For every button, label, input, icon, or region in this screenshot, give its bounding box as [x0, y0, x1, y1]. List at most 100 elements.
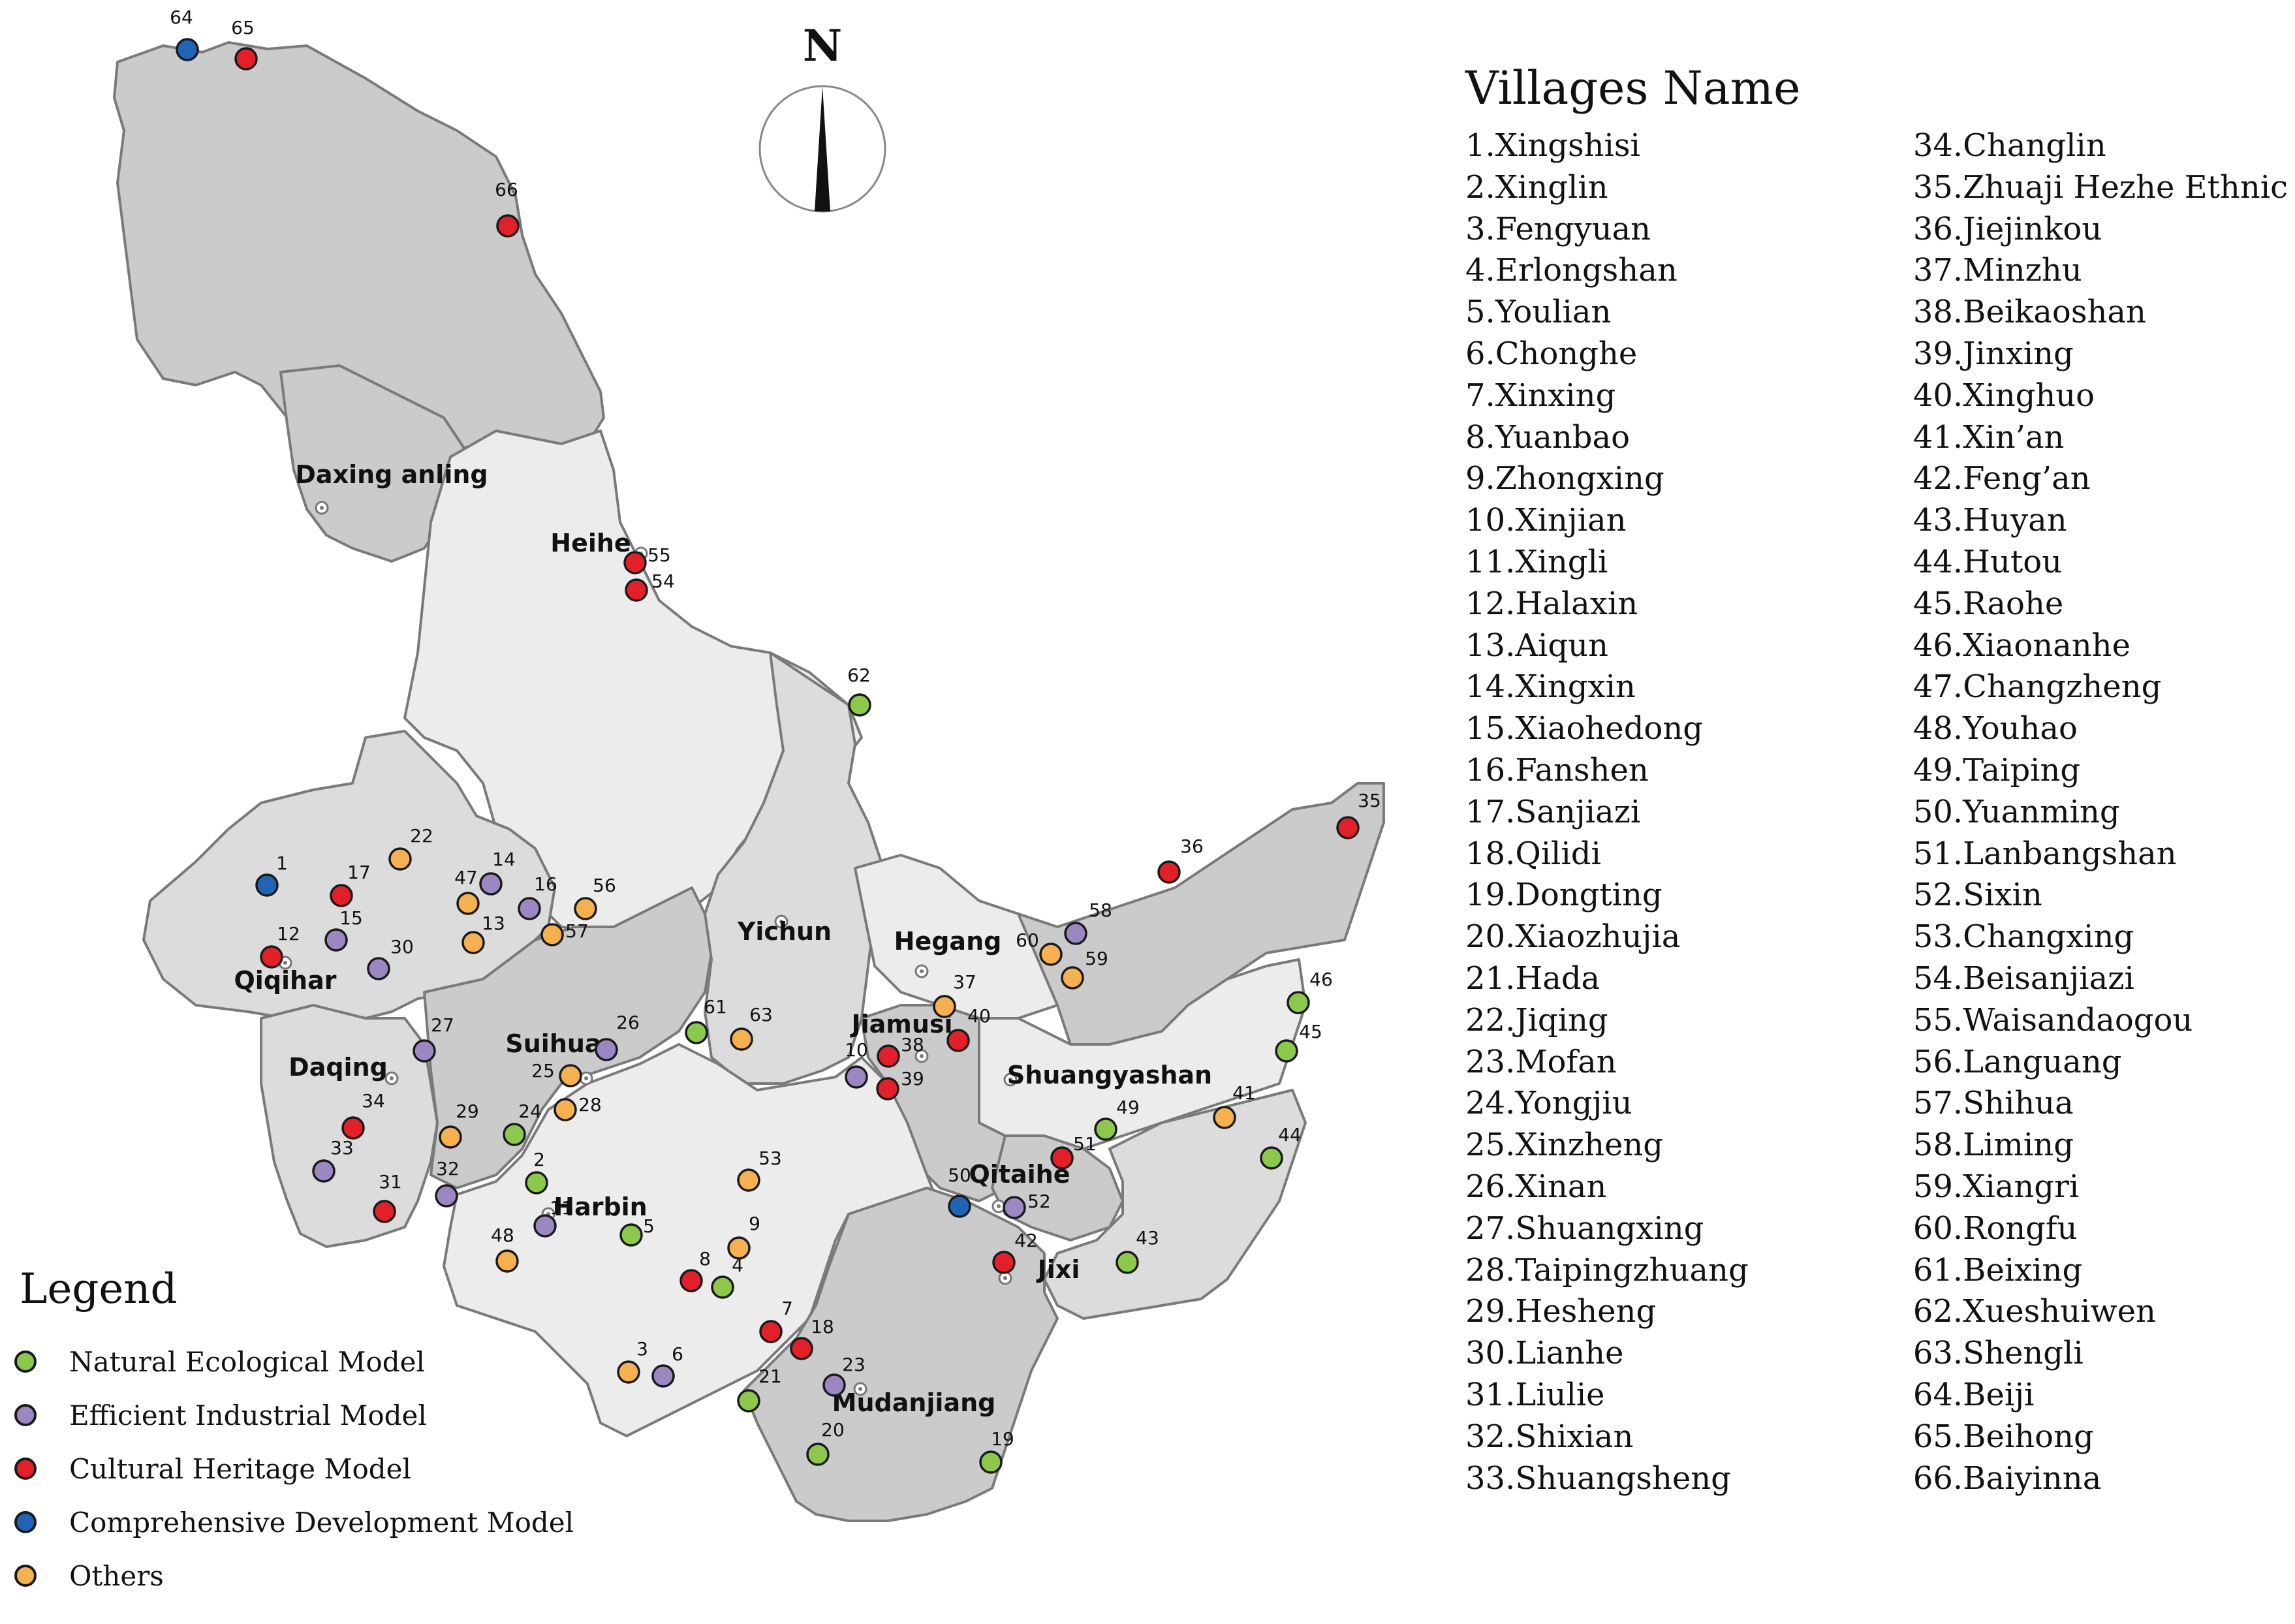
- village-marker-label: 28: [578, 1094, 602, 1116]
- village-marker: [992, 1251, 1016, 1274]
- village-list-item: 46.Xiaonanhe: [1912, 627, 2131, 664]
- village-marker-label: 23: [842, 1354, 866, 1375]
- village-list-item: 23.Mofan: [1465, 1043, 1617, 1080]
- village-list-item: 38.Beikaoshan: [1912, 294, 2146, 331]
- legend-swatch: [14, 1511, 37, 1533]
- village-marker: [1287, 991, 1310, 1014]
- village-list-item: 51.Lanbangshan: [1912, 835, 2177, 872]
- village-marker: [1116, 1251, 1139, 1274]
- north-arrow: N: [758, 20, 886, 213]
- village-marker: [877, 1044, 900, 1068]
- village-marker-label: 53: [758, 1148, 782, 1169]
- village-marker-label: 44: [1278, 1124, 1302, 1146]
- village-marker: [685, 1021, 708, 1044]
- village-marker: [790, 1337, 813, 1360]
- village-marker-label: 2: [533, 1149, 545, 1170]
- village-list-item: 32.Shixian: [1465, 1418, 1634, 1455]
- village-marker-label: 48: [491, 1225, 514, 1246]
- village-marker-label: 41: [1232, 1082, 1256, 1104]
- village-list-title: Villages Name: [1465, 61, 1801, 115]
- village-marker: [1061, 966, 1084, 990]
- village-list-item: 55.Waisandaogou: [1912, 1001, 2193, 1038]
- village-marker: [1094, 1117, 1117, 1141]
- village-marker: [822, 1373, 846, 1397]
- village-list-item: 20.Xiaozhujia: [1465, 918, 1681, 956]
- village-list-item: 37.Minzhu: [1912, 252, 2082, 289]
- village-marker-label: 42: [1014, 1230, 1038, 1251]
- village-marker: [439, 1125, 462, 1149]
- village-marker: [533, 1214, 557, 1238]
- village-list-item: 25.Xinzheng: [1465, 1127, 1664, 1164]
- village-marker-label: 25: [531, 1060, 555, 1082]
- village-marker: [979, 1450, 1003, 1474]
- village-marker: [730, 1027, 753, 1051]
- village-marker: [330, 884, 353, 907]
- village-marker-label: 30: [390, 936, 414, 958]
- village-marker-label: 46: [1309, 969, 1333, 990]
- village-marker-label: 62: [847, 664, 871, 686]
- village-list-item: 18.Qilidi: [1465, 835, 1601, 872]
- village-marker: [234, 47, 258, 70]
- village-list-item: 24.Yongjiu: [1465, 1085, 1632, 1122]
- village-list-item: 54.Beisanjiazi: [1912, 960, 2134, 997]
- city-marker-dot: [390, 1076, 394, 1080]
- village-marker: [933, 995, 956, 1018]
- village-marker-label: 65: [231, 17, 255, 39]
- village-list-item: 6.Chonghe: [1465, 335, 1638, 372]
- village-marker: [625, 578, 648, 602]
- village-list-item: 47.Changzheng: [1912, 668, 2162, 706]
- village-marker-label: 40: [967, 1005, 991, 1027]
- city-marker-dot: [584, 1076, 588, 1080]
- village-list-item: 12.Halaxin: [1465, 585, 1638, 622]
- village-marker: [619, 1223, 643, 1247]
- city-label: Harbin: [554, 1193, 647, 1221]
- village-marker-label: 8: [699, 1248, 711, 1270]
- village-marker: [1039, 943, 1063, 966]
- village-marker: [367, 957, 390, 980]
- region-daxinganling-south: [279, 364, 471, 563]
- village-marker-label: 12: [277, 923, 300, 945]
- city-marker-dot: [920, 1054, 924, 1058]
- village-column-1: 1.Xingshisi 2.Xinglin 3.Fengyuan 4.Erlongsh…: [1465, 125, 1913, 1499]
- village-marker-label: 64: [170, 7, 193, 28]
- village-list-item: 33.Shuangsheng: [1465, 1460, 1731, 1497]
- village-list-item: 8.Yuanbao: [1465, 418, 1630, 456]
- city-label: Yichun: [737, 917, 832, 946]
- village-marker: [845, 1065, 868, 1089]
- village-list-item: 13.Aiqun: [1465, 627, 1608, 664]
- village-marker-label: 3: [636, 1338, 648, 1360]
- village-marker-label: 7: [781, 1298, 793, 1319]
- legend-item: Natural Ecological Model: [13, 1335, 574, 1388]
- village-list-item: 66.Baiyinna: [1912, 1460, 2102, 1497]
- village-list-item: 39.Jinxing: [1912, 335, 2074, 372]
- village-list-item: 59.Xiangri: [1912, 1168, 2080, 1205]
- village-marker-label: 43: [1136, 1227, 1159, 1249]
- village-marker-label: 34: [362, 1090, 385, 1112]
- village-marker-label: 51: [1073, 1133, 1097, 1155]
- village-list-item: 62.Xueshuiwen: [1912, 1293, 2156, 1330]
- village-marker: [388, 847, 412, 871]
- village-marker: [518, 897, 541, 920]
- village-marker-label: 57: [565, 920, 589, 942]
- village-marker-label: 18: [811, 1316, 834, 1337]
- village-marker: [324, 928, 348, 952]
- village-marker: [806, 1443, 830, 1466]
- city-label: Suihua: [505, 1029, 601, 1058]
- village-marker-label: 15: [339, 907, 363, 929]
- legend: Legend Natural Ecological Model Efficient…: [13, 1263, 574, 1602]
- village-list-item: 21.Hada: [1465, 960, 1600, 997]
- village-marker: [574, 897, 597, 920]
- village-marker: [435, 1184, 458, 1208]
- village-marker-label: 35: [1358, 790, 1381, 811]
- village-list-item: 29.Hesheng: [1465, 1293, 1657, 1330]
- village-list-item: 58.Liming: [1912, 1127, 2074, 1164]
- village-marker: [759, 1320, 783, 1343]
- village-marker-label: 50: [948, 1164, 971, 1186]
- village-marker-label: 61: [704, 996, 727, 1018]
- city-marker-dot: [1008, 1078, 1012, 1082]
- city-marker-dot: [320, 506, 324, 510]
- village-list-item: 26.Xinan: [1465, 1168, 1607, 1205]
- village-marker: [1275, 1039, 1298, 1063]
- village-marker: [1213, 1106, 1236, 1129]
